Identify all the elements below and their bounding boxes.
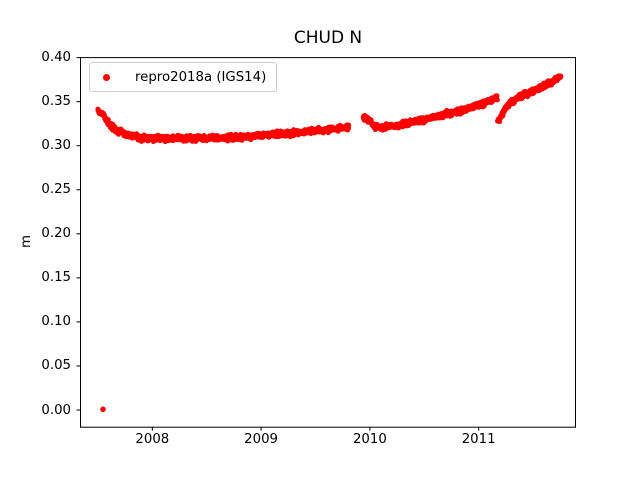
y-tick-label: 0.20 xyxy=(41,226,71,242)
x-tick-label: 2011 xyxy=(461,432,496,447)
legend-label: repro2018a (IGS14) xyxy=(135,69,267,85)
y-tick-label: 0.15 xyxy=(41,270,71,286)
x-tick-label: 2008 xyxy=(135,432,170,447)
y-tick-label: 0.25 xyxy=(41,182,71,198)
y-tick-label: 0.30 xyxy=(41,138,71,154)
scatter-points xyxy=(95,73,564,413)
legend-point-marker-icon xyxy=(103,73,110,81)
chart-title: CHUD N xyxy=(293,28,363,48)
axes-spines xyxy=(80,57,576,428)
y-tick-label: 0.00 xyxy=(41,402,71,418)
y-tick-label: 0.40 xyxy=(41,50,71,66)
y-tick-label: 0.35 xyxy=(41,94,71,110)
y-tick-label: 0.05 xyxy=(41,358,71,374)
outlier-point xyxy=(100,406,106,413)
legend: repro2018a (IGS14) xyxy=(89,62,278,92)
x-tick-label: 2010 xyxy=(352,432,387,447)
y-tick-label: 0.10 xyxy=(41,314,71,330)
x-tick-label: 2009 xyxy=(244,432,279,447)
